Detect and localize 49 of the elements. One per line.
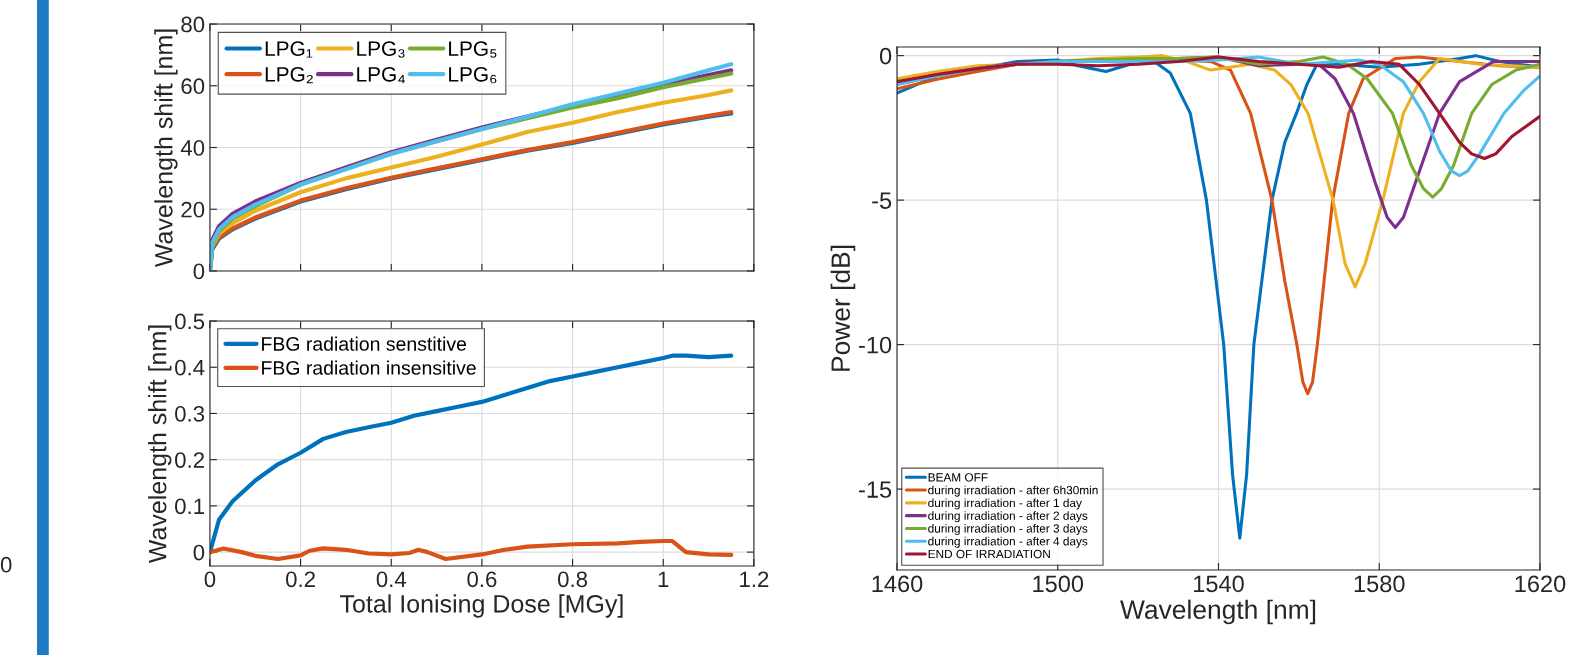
legend-label: LPG₆ (449, 66, 497, 84)
y-tick-label: 0 (193, 544, 205, 561)
y-tick-label: 60 (181, 78, 205, 95)
legend-label: LPG₁ (265, 41, 313, 58)
x-tick-label: 1 (658, 571, 669, 587)
x-tick-label: 0.6 (467, 571, 497, 588)
x-tick-label: 1460 (872, 575, 923, 593)
x-tick-label: 1500 (1033, 575, 1084, 593)
legend-label: END OF IRRADIATION (928, 549, 1050, 559)
x-tick-label: 0.8 (558, 571, 588, 588)
x-tick-label: 0 (204, 571, 216, 588)
x-tick-label: 1540 (1194, 575, 1244, 593)
y-tick-label: 80 (181, 16, 205, 33)
y-tick-label: 0.4 (175, 359, 205, 376)
x-tick-label: 1580 (1354, 575, 1405, 593)
x-tick-label: 0.4 (376, 571, 407, 588)
y-tick-label: -5 (872, 192, 892, 209)
legend-label: BEAM OFF (928, 473, 988, 482)
y-tick-label: -15 (859, 481, 892, 498)
y-tick-label: 0.5 (175, 313, 205, 330)
text: 0 (0, 556, 12, 573)
y-tick-label: -10 (859, 336, 892, 354)
legend-label: during irradiation - after 3 days (928, 523, 1088, 535)
y-axis-title: Wavelength shift [nm] (148, 325, 172, 564)
x-axis-title: Total Ionising Dose [MGy] (340, 594, 623, 618)
legend-label: FBG radiation insensitive (262, 360, 476, 375)
legend-label: during irradiation - after 1 day (928, 498, 1082, 510)
legend-label: LPG₅ (449, 41, 497, 58)
line-series (209, 538, 734, 562)
y-tick-label: 0.3 (175, 405, 205, 422)
y-tick-label: 40 (180, 140, 205, 156)
x-tick-label: 0.2 (286, 571, 315, 588)
y-axis-title: Wavelength shift [nm] (154, 29, 178, 268)
y-tick-label: 0 (193, 263, 205, 280)
legend-label: during irradiation - after 4 days (928, 536, 1088, 548)
y-tick-label: 0 (879, 47, 892, 65)
y-tick-label: 20 (181, 201, 205, 218)
legend-label: during irradiation - after 6h30min (928, 485, 1098, 497)
x-tick-label: 1620 (1515, 575, 1566, 593)
x-axis-title: Wavelength [nm] (1120, 599, 1316, 625)
legend-label: LPG₂ (265, 66, 313, 84)
legend-label: LPG₄ (357, 66, 405, 84)
legend-label: LPG₃ (357, 41, 405, 58)
y-tick-label: 0.2 (175, 452, 204, 468)
x-tick-label: 1.2 (740, 571, 769, 587)
y-axis-title: Power [dB] (830, 245, 856, 371)
legend-label: during irradiation - after 2 days (928, 511, 1088, 523)
legend-label: FBG radiation senstitive (262, 336, 467, 351)
y-tick-label: 0.1 (175, 498, 204, 515)
